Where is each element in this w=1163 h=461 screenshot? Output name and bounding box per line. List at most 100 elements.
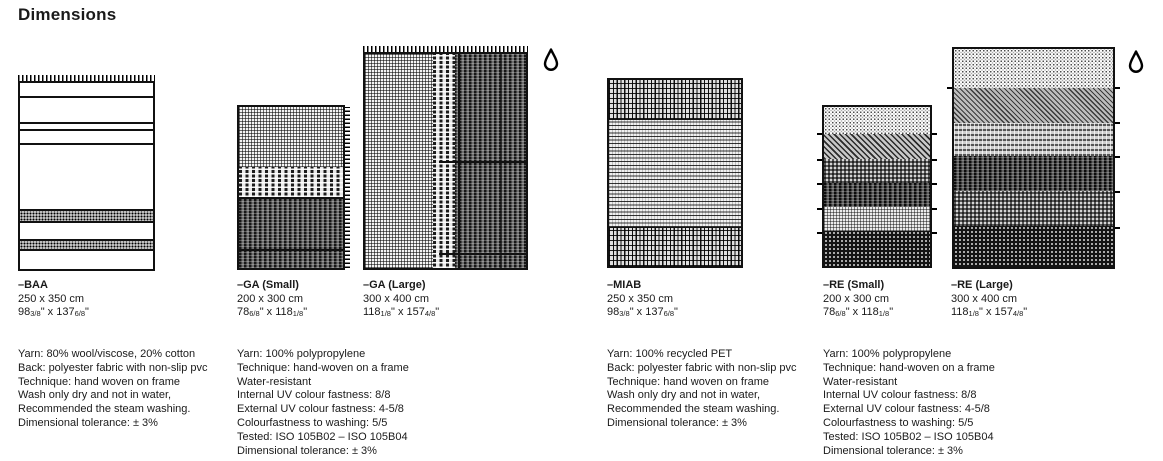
inches-mid: " x 137 [40, 306, 75, 318]
band-tick [817, 207, 822, 210]
rug-body [18, 81, 155, 271]
product-size-inches: 983/8" x 1376/8" [607, 306, 678, 320]
rug-band-line [609, 119, 741, 121]
inches-fraction: 3/8 [619, 309, 630, 318]
inches-whole: 78 [237, 306, 250, 318]
rug-band-line [609, 226, 741, 228]
band-tick [817, 232, 822, 235]
product-size-inches: 786/8" x 1181/8" [237, 306, 307, 320]
rug-band [239, 166, 343, 198]
inches-fraction: 6/8 [74, 309, 85, 318]
spec-line: Dimensional tolerance: ± 3% [823, 444, 963, 457]
rug-band-line [439, 161, 526, 163]
rug-re-small-drawing [817, 105, 937, 268]
spec-line: Technique: hand woven on frame [607, 375, 770, 388]
spec-line: Back: polyester fabric with non-slip pvc [18, 361, 208, 374]
rug-band [824, 231, 930, 266]
rug-band [954, 49, 1113, 89]
inches-quote: " [674, 306, 678, 318]
rug-fringe [363, 46, 528, 52]
rug-band [20, 239, 153, 249]
rug-band-line [20, 128, 153, 131]
band-tick [817, 132, 822, 135]
rug-band [954, 123, 1113, 156]
inches-fraction: 6/8 [663, 309, 674, 318]
spec-line: Back: polyester fabric with non-slip pvc [607, 361, 797, 374]
rug-miab-drawing [607, 78, 743, 268]
spec-line: Wash only dry and not in water, [18, 389, 172, 402]
rug-band [239, 197, 343, 268]
inches-whole: 98 [18, 306, 31, 318]
rug-band [609, 119, 741, 227]
product-size-inches: 1181/8" x 1574/8" [951, 306, 1027, 320]
spec-block-ga: Yarn: 100% polypropylene Technique: hand… [237, 348, 409, 458]
spec-line: Technique: hand woven on frame [18, 375, 181, 388]
rug-ga-small-drawing [237, 105, 350, 270]
product-size-inches: 786/8" x 1181/8" [823, 306, 893, 320]
product-size-cm: 250 x 350 cm [607, 292, 674, 305]
product-name: –GA (Large) [363, 279, 426, 291]
rug-fringe [345, 107, 350, 268]
rug-body [607, 78, 743, 268]
band-tick [1115, 226, 1120, 229]
spec-line: Dimensional tolerance: ± 3% [607, 416, 747, 429]
rug-body [237, 105, 345, 270]
inches-mid: " x 137 [629, 306, 664, 318]
product-size-inches: 1181/8" x 1574/8" [363, 306, 439, 320]
rug-band [954, 88, 1113, 124]
rug-band-line [20, 209, 153, 212]
spec-block-baa: Yarn: 80% wool/viscose, 20% cotton Back:… [18, 348, 208, 431]
inches-whole: 118 [363, 306, 381, 318]
product-name: –BAA [18, 279, 48, 291]
water-drop-icon [1127, 49, 1145, 75]
inches-whole: 78 [823, 306, 836, 318]
band-tick [1115, 86, 1120, 89]
rug-body [822, 105, 932, 268]
rug-body [952, 47, 1115, 269]
inches-quote: " [1023, 306, 1028, 318]
spec-line: Yarn: 100% polypropylene [237, 348, 366, 360]
band-tick [947, 86, 952, 89]
inches-mid: " x 157 [390, 306, 425, 318]
product-label-ga-large: –GA (Large) 300 x 400 cm 1181/8" x 1574/… [363, 279, 439, 320]
spec-line: Tested: ISO 105B02 – ISO 105B04 [237, 430, 408, 443]
product-label-baa: –BAA 250 x 350 cm 983/8" x 1376/8" [18, 279, 89, 320]
spec-line: External UV colour fastness: 4-5/8 [237, 403, 404, 416]
rug-band [824, 134, 930, 160]
product-name: –GA (Small) [237, 279, 299, 291]
rug-ga-large-drawing [363, 46, 528, 270]
product-label-re-large: –RE (Large) 300 x 400 cm 1181/8" x 1574/… [951, 279, 1027, 320]
spec-line: Colourfastness to washing: 5/5 [823, 416, 974, 429]
spec-block-miab: Yarn: 100% recycled PET Back: polyester … [607, 348, 797, 431]
product-name: –RE (Small) [823, 279, 885, 291]
spec-line: Yarn: 80% wool/viscose, 20% cotton [18, 348, 196, 360]
product-name: –MIAB [607, 279, 642, 291]
page-title: Dimensions [18, 5, 117, 24]
rug-band [365, 54, 440, 268]
inches-fraction: 1/8 [968, 309, 979, 318]
spec-line: Tested: ISO 105B02 – ISO 105B04 [823, 430, 994, 443]
spec-line: Internal UV colour fastness: 8/8 [823, 389, 977, 402]
spec-line: Technique: hand-woven on a frame [823, 361, 995, 374]
inches-mid: " x 157 [978, 306, 1013, 318]
product-size-inches: 983/8" x 1376/8" [18, 306, 89, 320]
rug-band-line [239, 248, 343, 251]
spec-line: Recommended the steam washing. [607, 403, 780, 416]
rug-band-line [20, 96, 153, 99]
inches-quote: " [889, 306, 894, 318]
rug-band [824, 107, 930, 135]
inches-fraction: 1/8 [878, 309, 890, 318]
rug-band [824, 183, 930, 208]
inches-quote: " [303, 306, 308, 318]
spec-line: External UV colour fastness: 4-5/8 [823, 403, 990, 416]
rug-body [363, 52, 528, 270]
spec-line: Wash only dry and not in water, [607, 389, 761, 402]
rug-band [954, 225, 1113, 267]
spec-block-re: Yarn: 100% polypropylene Technique: hand… [823, 348, 995, 458]
rug-band [609, 226, 741, 266]
product-size-cm: 250 x 350 cm [18, 292, 85, 305]
product-size-cm: 300 x 400 cm [951, 292, 1018, 305]
inches-fraction: 1/8 [292, 309, 304, 318]
rug-band [954, 155, 1113, 191]
rug-band [20, 209, 153, 221]
